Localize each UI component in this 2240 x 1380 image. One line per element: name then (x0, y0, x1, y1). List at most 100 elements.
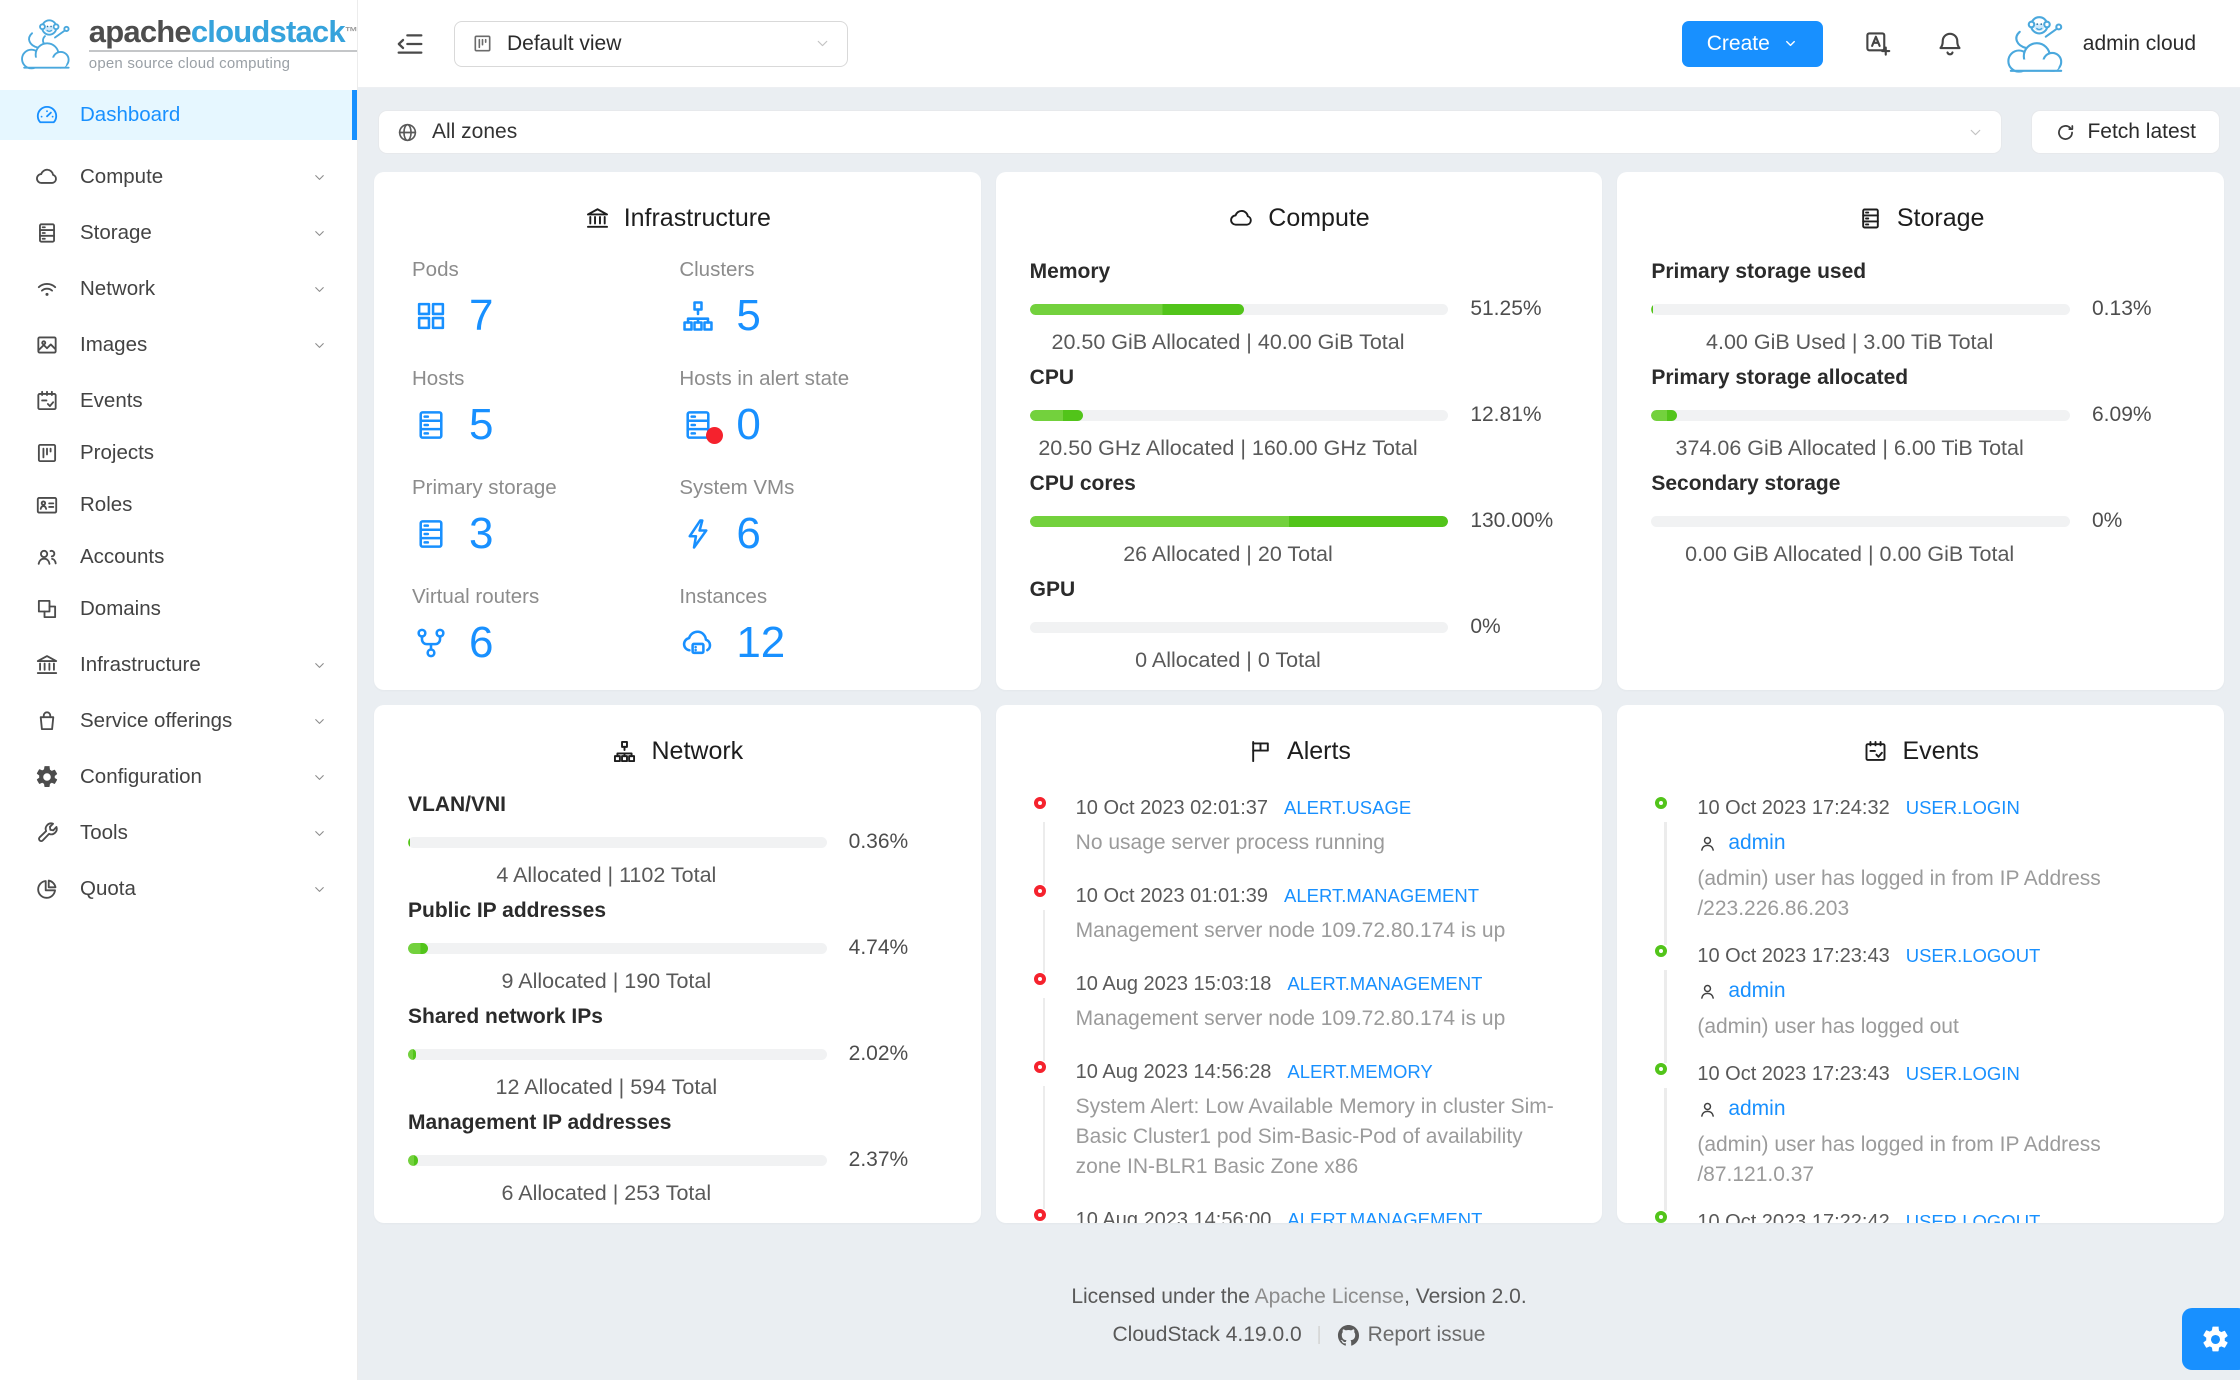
progress-track (1651, 303, 2070, 315)
sidebar-item-label: Roles (80, 493, 133, 516)
zone-selector[interactable]: All zones (378, 110, 2003, 154)
alert-type-link[interactable]: ALERT.MEMORY (1287, 1061, 1433, 1082)
chevron-down-icon (1967, 124, 1984, 141)
fetch-latest-label: Fetch latest (2087, 120, 2196, 143)
globe-icon (396, 121, 419, 144)
sidebar-item-roles[interactable]: Roles (0, 482, 357, 528)
sidebar-item-events[interactable]: Events (0, 378, 357, 424)
sidebar-item-service-offerings[interactable]: Service offerings (0, 698, 357, 744)
alert-type-link[interactable]: ALERT.MANAGEMENT (1287, 1209, 1483, 1223)
alert-marker-icon (1033, 797, 1046, 809)
event-user-link[interactable]: admin (1728, 979, 1786, 1002)
meter-cpu: CPU 12.81% 20.50 GHz Allocated | 160.00 … (1029, 365, 1569, 461)
topbar-actions: Create (1681, 10, 2196, 78)
progress-track (408, 942, 827, 954)
sidebar-item-domains[interactable]: Domains (0, 586, 357, 632)
progress-fill (1651, 409, 1677, 421)
sidebar-item-configuration[interactable]: Configuration (0, 754, 357, 800)
sidebar-item-quota[interactable]: Quota (0, 866, 357, 912)
stat-label: Hosts in alert state (679, 367, 850, 390)
alert-type-link[interactable]: ALERT.USAGE (1284, 797, 1412, 818)
create-button[interactable]: Create (1681, 20, 1823, 67)
alert-type-link[interactable]: ALERT.MANAGEMENT (1284, 885, 1480, 906)
event-marker-icon (1655, 797, 1668, 809)
sidebar-item-network[interactable]: Network (0, 266, 357, 312)
chevron-down-icon (312, 338, 327, 353)
team-icon (34, 544, 60, 570)
card-title: Compute (1030, 204, 1569, 233)
events-timeline: 10 Oct 2023 17:24:32 USER.LOGIN admin (ad… (1651, 792, 2190, 1223)
meter-label: Primary storage allocated (1651, 366, 1909, 389)
sidebar-item-dashboard[interactable]: Dashboard (0, 90, 357, 140)
apache-license-link[interactable]: Apache License (1254, 1285, 1405, 1308)
user-avatar[interactable] (1997, 10, 2075, 78)
progress-fill (408, 942, 428, 954)
events-card: Events 10 Oct 2023 17:24:32 USER.LOGIN ad… (1617, 705, 2224, 1223)
sidebar-item-accounts[interactable]: Accounts (0, 534, 357, 580)
chevron-down-icon (312, 714, 327, 729)
alert-dot (706, 427, 724, 444)
infrastructure-stats: Pods 7 Clusters 5 Hosts 5 Hosts in ale (408, 259, 947, 666)
stat-instances[interactable]: Instances 12 (679, 586, 946, 666)
stat-label: Primary storage (412, 476, 557, 499)
event-time: 10 Oct 2023 17:24:32 (1697, 797, 1890, 819)
sidebar-item-projects[interactable]: Projects (0, 430, 357, 476)
footer: Licensed under the Apache License, Versi… (374, 1285, 2224, 1347)
meter-label: Primary storage used (1651, 260, 1867, 283)
translate-button[interactable] (1863, 29, 1893, 59)
sidebar-collapse-button[interactable] (394, 28, 426, 60)
event-user-link[interactable]: admin (1728, 831, 1786, 854)
meter-gpu: GPU 0% 0 Allocated | 0 Total (1029, 577, 1569, 673)
event-type-link[interactable]: USER.LOGIN (1905, 797, 2020, 818)
user-name[interactable]: admin cloud (2082, 31, 2196, 55)
card-title-label: Storage (1896, 204, 1985, 232)
meter-percent: 6.09% (2092, 403, 2152, 426)
meter-secondary-storage: Secondary storage 0% 0.00 GiB Allocated … (1651, 471, 2190, 567)
fetch-latest-button[interactable]: Fetch latest (2031, 110, 2220, 154)
sidebar-item-tools[interactable]: Tools (0, 810, 357, 856)
view-selector[interactable]: Default view (454, 20, 848, 67)
gear-icon (34, 764, 60, 790)
sidebar-item-compute[interactable]: Compute (0, 154, 357, 200)
alert-type-link[interactable]: ALERT.MANAGEMENT (1287, 973, 1483, 994)
meter-cpu-cores: CPU cores 130.00% 26 Allocated | 20 Tota… (1029, 471, 1569, 567)
stat-primary-storage[interactable]: Primary storage 3 (412, 477, 679, 557)
version-label: CloudStack 4.19.0.0 (1112, 1323, 1302, 1346)
stat-hosts-alert[interactable]: Hosts in alert state 0 (679, 368, 946, 448)
sidebar-item-label: Tools (80, 821, 128, 844)
meter-detail: 26 Allocated | 20 Total (1123, 542, 1333, 566)
notifications-button[interactable] (1935, 29, 1965, 59)
settings-fab[interactable] (2182, 1308, 2240, 1370)
sidebar-item-storage[interactable]: Storage (0, 210, 357, 256)
sidebar-item-images[interactable]: Images (0, 322, 357, 368)
license-line: Licensed under the Apache License, Versi… (374, 1285, 2224, 1309)
progress-track (1029, 515, 1449, 527)
app-logo[interactable]: apachecloudstack™ open source cloud comp… (0, 0, 358, 88)
stat-label: Virtual routers (412, 585, 540, 608)
meter-label: VLAN/VNI (408, 793, 507, 816)
card-title-label: Events (1902, 737, 1979, 765)
user-icon (1697, 981, 1718, 1002)
report-issue-label: Report issue (1367, 1323, 1486, 1346)
stat-virtual-routers[interactable]: Virtual routers 6 (412, 586, 679, 666)
sidebar-item-label: Compute (80, 165, 164, 188)
card-title: Events (1651, 737, 2190, 766)
stat-pods[interactable]: Pods 7 (412, 259, 679, 339)
event-user-link[interactable]: admin (1728, 1097, 1786, 1120)
meter-label: Memory (1029, 260, 1111, 283)
event-type-link[interactable]: USER.LOGOUT (1905, 1211, 2041, 1223)
report-issue-link[interactable]: Report issue (1337, 1323, 1486, 1347)
network-card: Network VLAN/VNI 0.36% 4 Allocated | 110… (374, 705, 981, 1223)
stat-system-vms[interactable]: System VMs 6 (679, 477, 946, 557)
meter-detail: 4.00 GiB Used | 3.00 TiB Total (1706, 330, 1994, 354)
stat-clusters[interactable]: Clusters 5 (679, 259, 946, 339)
stat-hosts[interactable]: Hosts 5 (412, 368, 679, 448)
sidebar-item-infrastructure[interactable]: Infrastructure (0, 642, 357, 688)
cloud-icon (1228, 205, 1255, 232)
wifi-icon (34, 276, 60, 302)
menu-fold-icon (397, 33, 423, 54)
event-type-link[interactable]: USER.LOGOUT (1905, 945, 2041, 966)
event-type-link[interactable]: USER.LOGIN (1905, 1063, 2020, 1084)
progress-track (1029, 409, 1449, 421)
